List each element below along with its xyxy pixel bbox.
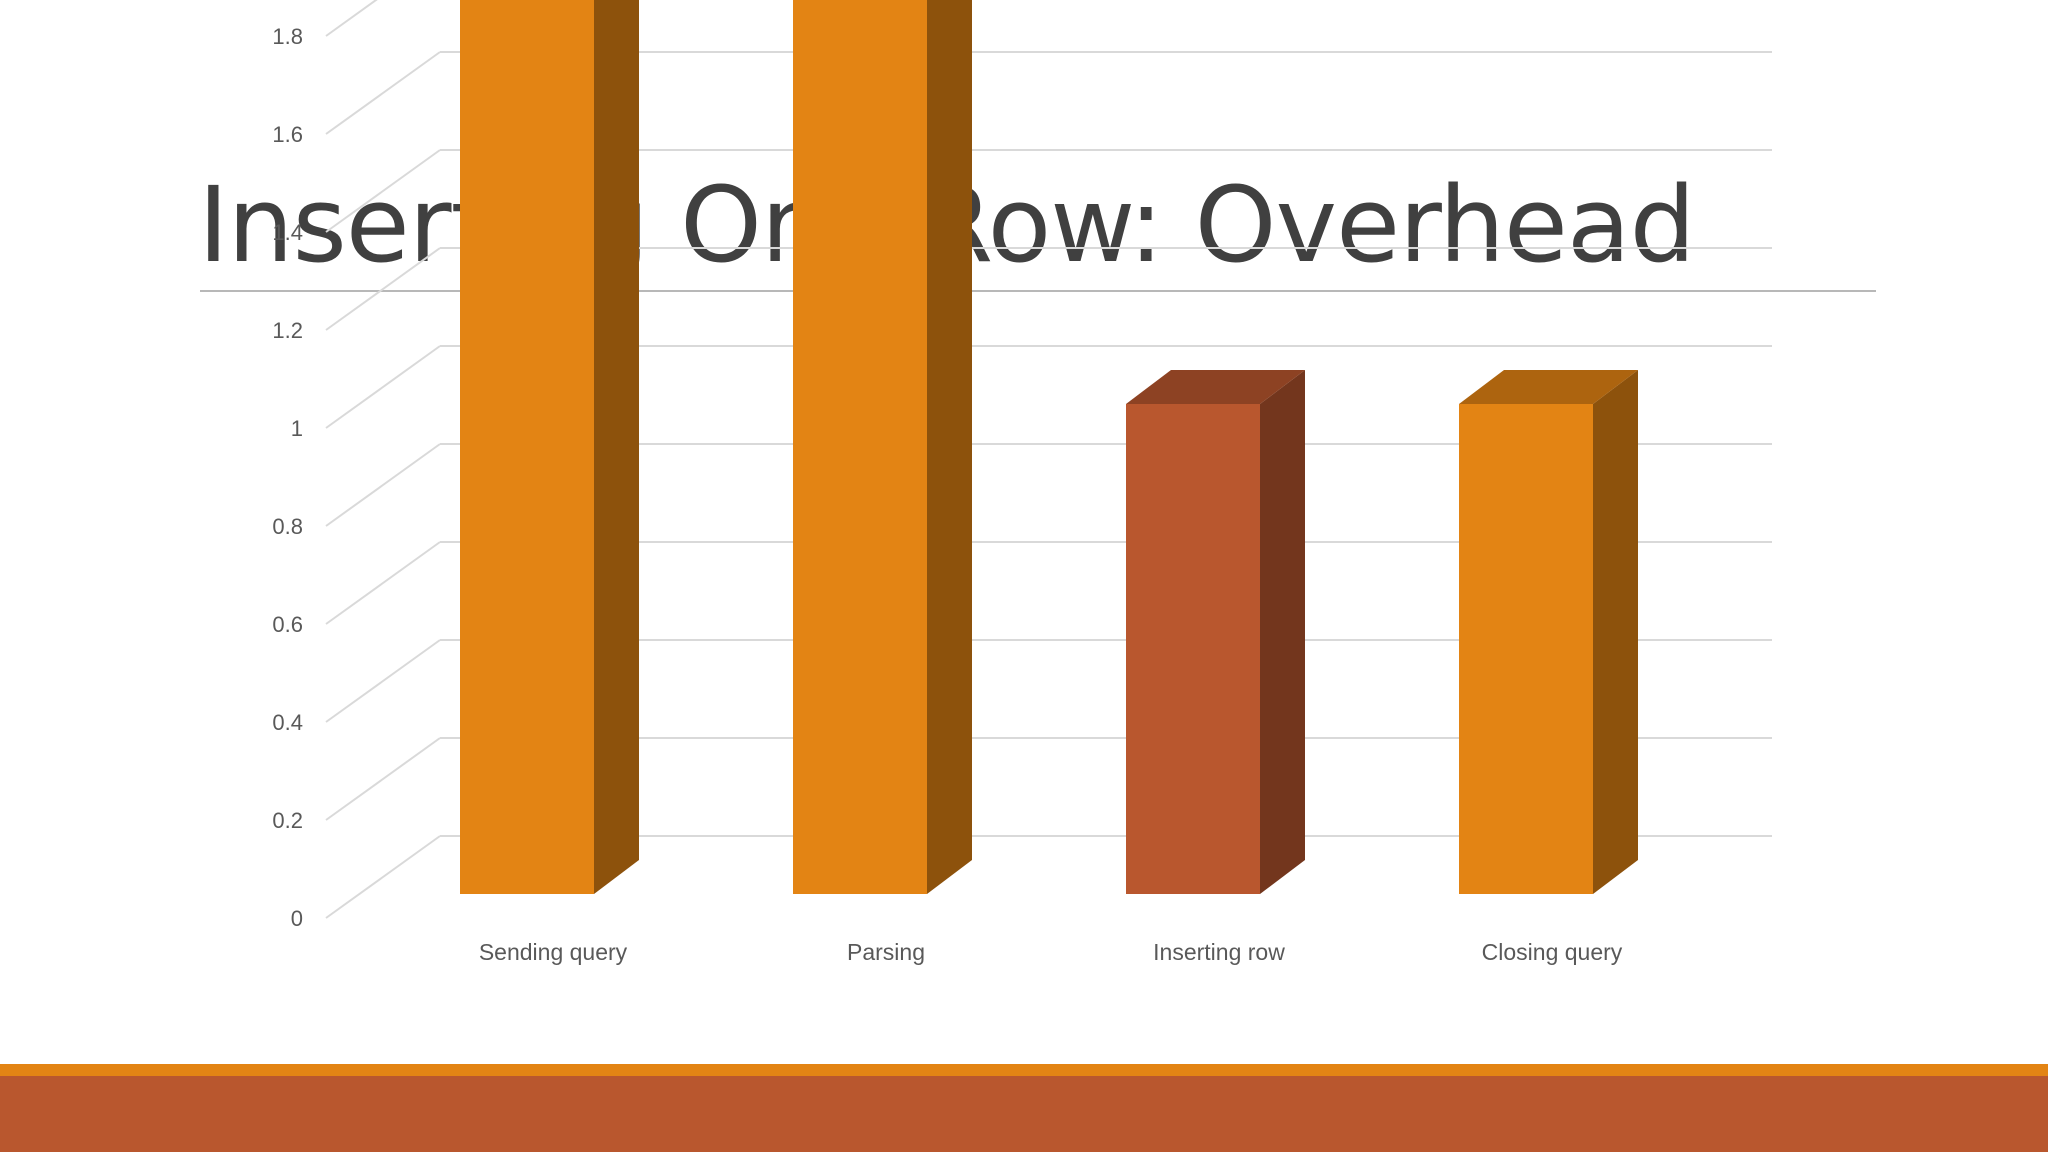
gridline-diagonal xyxy=(325,639,441,723)
bar-side xyxy=(1593,370,1638,894)
gridline-diagonal xyxy=(325,541,441,625)
bar-front xyxy=(1459,404,1593,894)
bar-0 xyxy=(460,0,639,894)
y-tick-label: 1.4 xyxy=(272,220,303,245)
category-label: Parsing xyxy=(847,939,925,965)
y-tick-label: 1.2 xyxy=(272,318,303,343)
bar-3 xyxy=(1459,370,1638,894)
gridline-diagonal xyxy=(325,737,441,821)
footer-accent-stripe xyxy=(0,1064,2048,1076)
title-divider xyxy=(200,290,1876,292)
y-tick-label: 0.2 xyxy=(272,808,303,833)
bar-side xyxy=(1260,370,1305,894)
y-tick-label: 0.6 xyxy=(272,612,303,637)
chart-bars xyxy=(460,0,1638,894)
y-tick-label: 1 xyxy=(291,416,303,441)
gridline-diagonal xyxy=(325,443,441,527)
bar-front xyxy=(460,0,594,894)
gridline-diagonal xyxy=(325,149,441,233)
footer-band xyxy=(0,1076,2048,1152)
bar-top xyxy=(1126,370,1305,404)
gridline-diagonal xyxy=(325,345,441,429)
bar-front xyxy=(1126,404,1260,894)
y-tick-label: 0.8 xyxy=(272,514,303,539)
y-axis-ticks: 00.20.40.60.811.21.41.61.82 xyxy=(272,24,303,931)
category-label: Inserting row xyxy=(1153,939,1285,965)
gridline-diagonal xyxy=(325,0,378,37)
bar-1 xyxy=(793,0,972,894)
y-tick-label: 0 xyxy=(291,906,303,931)
bar-2 xyxy=(1126,370,1305,894)
x-axis-categories: Sending query Parsing Inserting row Closing… xyxy=(479,939,1623,965)
bar-side xyxy=(594,0,639,894)
category-label: Sending query xyxy=(479,939,628,965)
y-tick-label: 0.4 xyxy=(272,710,303,735)
y-tick-label: 1.6 xyxy=(272,122,303,147)
gridline-diagonal xyxy=(325,51,441,135)
bar-top xyxy=(1459,370,1638,404)
category-label: Closing query xyxy=(1482,939,1623,965)
gridline-diagonal xyxy=(325,835,441,919)
y-tick-label: 1.8 xyxy=(272,24,303,49)
gridline-diagonal xyxy=(325,247,441,331)
bar-side xyxy=(927,0,972,894)
bar-front xyxy=(793,0,927,894)
